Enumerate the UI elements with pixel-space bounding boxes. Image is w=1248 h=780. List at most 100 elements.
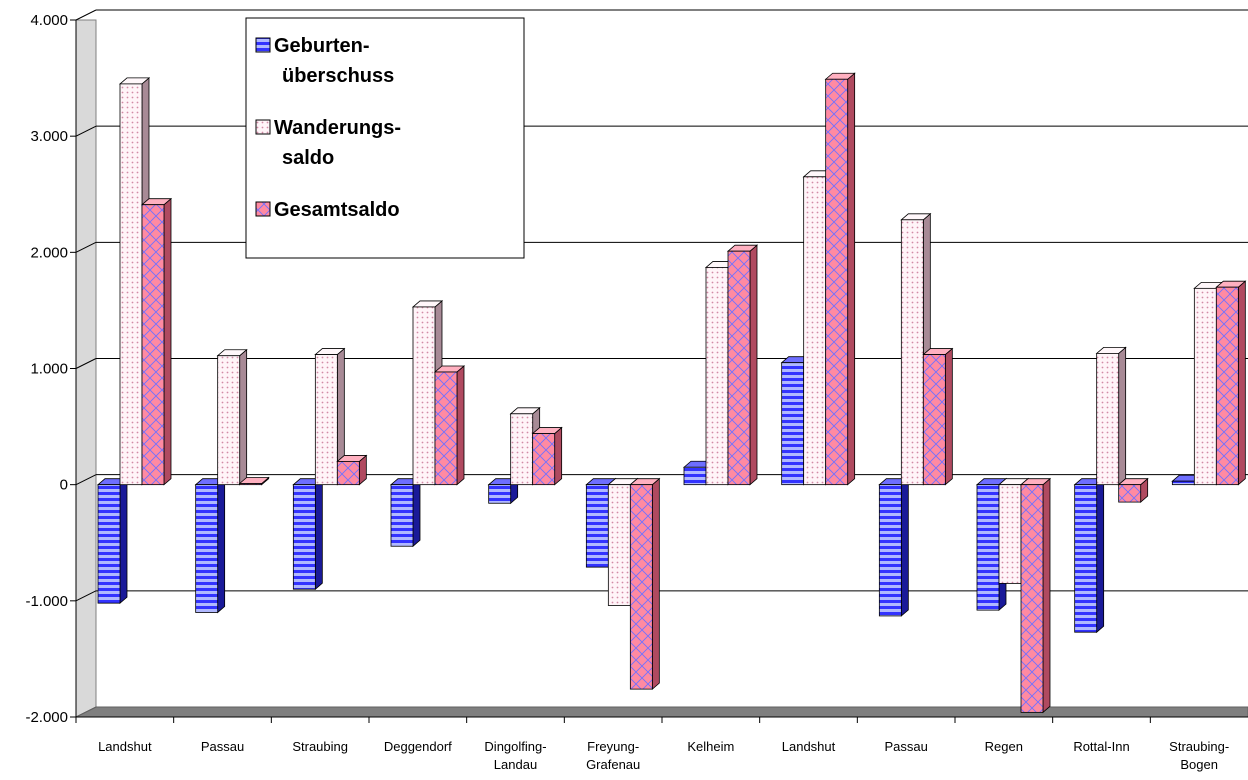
bar-front: [1096, 352, 1120, 486]
legend-label-line: Gesamtsaldo: [274, 199, 400, 221]
category-label-line: Straubing-: [1169, 739, 1229, 754]
bar-front: [922, 354, 946, 486]
x-axis: Landshut Passau Straubing Deggendorf Dingolf…: [75, 716, 1248, 772]
bar-front: [314, 354, 338, 486]
bar-front: [727, 250, 751, 486]
category-label-line: Straubing: [292, 739, 348, 754]
bar-front: [705, 267, 729, 486]
category-label-line: Passau: [201, 739, 244, 754]
bar-front: [1215, 286, 1239, 486]
bar-front: [607, 484, 631, 606]
bar-front: [585, 484, 609, 568]
category-label: Landshut: [98, 739, 152, 754]
y-tick-label: 3.000: [30, 128, 68, 145]
y-tick-label: 4.000: [30, 12, 68, 29]
legend-swatch: [255, 119, 271, 135]
bar-side: [749, 244, 758, 486]
bar-2: [1019, 477, 1052, 714]
y-tick-label: 0: [60, 477, 68, 494]
bar-0: [1073, 477, 1105, 634]
bar-side: [412, 477, 421, 548]
legend-label-line: Geburten-: [274, 35, 370, 57]
bar-front: [1171, 480, 1195, 486]
bar-front: [1020, 484, 1044, 713]
category-label: Kelheim: [687, 739, 734, 754]
bar-side: [1118, 346, 1127, 486]
bar-front: [998, 484, 1022, 584]
bar-side: [900, 477, 909, 617]
category-label: Rottal-Inn: [1073, 739, 1129, 754]
category-label-line: Regen: [985, 739, 1023, 754]
category-label-line: Landshut: [782, 739, 836, 754]
category-label-line: Landau: [494, 757, 537, 772]
bar-side: [1237, 280, 1246, 486]
y-tick-label: 2.000: [30, 244, 68, 261]
category-label-line: Passau: [884, 739, 927, 754]
bar-front: [803, 176, 827, 486]
bar-2: [726, 244, 759, 486]
category-label: Dingolfing- Landau: [484, 739, 546, 772]
bar-2: [336, 454, 368, 486]
bar-side: [217, 477, 226, 614]
bar-front: [825, 78, 849, 486]
category-label-line: Kelheim: [687, 739, 734, 754]
floor: [75, 706, 1248, 718]
bar-front: [1074, 484, 1098, 633]
gridline-diag: [75, 9, 97, 21]
bar-front: [195, 484, 219, 613]
legend-swatch: [255, 37, 271, 53]
bar-front: [141, 204, 165, 486]
category-label-line: Landshut: [98, 739, 152, 754]
bar-side: [1042, 477, 1051, 714]
bar-0: [878, 477, 910, 617]
bar-2: [629, 477, 661, 690]
category-label: Straubing: [292, 739, 348, 754]
bar-side: [239, 348, 248, 486]
legend-label: Wanderungs-saldo: [274, 117, 401, 169]
y-axis: 4.000 3.000 2.000 1.000 0 -1.000 -2.000: [25, 12, 77, 726]
bar-front: [239, 483, 263, 486]
bar-front: [217, 355, 241, 486]
bar-side: [119, 477, 128, 605]
bar-front: [976, 484, 1000, 611]
bar-side: [847, 72, 856, 486]
bar-side: [456, 365, 465, 486]
bar-side: [944, 347, 953, 486]
category-label: Regen: [985, 739, 1023, 754]
category-label-line: Deggendorf: [384, 739, 452, 754]
category-label: Landshut: [782, 739, 836, 754]
bar-2: [1117, 477, 1149, 503]
bar-0: [292, 477, 324, 591]
bar-2: [238, 476, 270, 486]
category-label-line: Rottal-Inn: [1073, 739, 1129, 754]
y-tick-label: -2.000: [25, 709, 68, 726]
bar-front: [683, 466, 707, 486]
bar-2: [531, 426, 563, 486]
bar-front: [1118, 484, 1142, 503]
bar-side: [1096, 477, 1105, 634]
bar-side: [554, 426, 563, 486]
bar-2: [140, 197, 173, 486]
bar-front: [629, 484, 653, 690]
bar-0: [96, 477, 129, 605]
legend-label: Geburten-überschuss: [274, 35, 394, 87]
y-tick-label: -1.000: [25, 593, 68, 610]
bar-side: [314, 477, 323, 591]
category-label-line: Bogen: [1180, 757, 1218, 772]
legend-label-line: saldo: [282, 147, 334, 169]
bar-1: [216, 348, 248, 486]
bar-front: [510, 413, 534, 486]
legend-label: Gesamtsaldo: [274, 199, 400, 221]
category-label: Deggendorf: [384, 739, 452, 754]
bar-1: [1095, 346, 1127, 486]
category-label: Passau: [201, 739, 244, 754]
bar-front: [292, 484, 316, 590]
category-label: Freyung- Grafenau: [586, 739, 640, 772]
category-label-line: Grafenau: [586, 757, 640, 772]
bar-front: [412, 306, 436, 486]
legend-box: [245, 17, 525, 259]
bar-front: [532, 433, 556, 486]
gridline-diag: [75, 358, 97, 369]
bars: [96, 72, 1247, 714]
